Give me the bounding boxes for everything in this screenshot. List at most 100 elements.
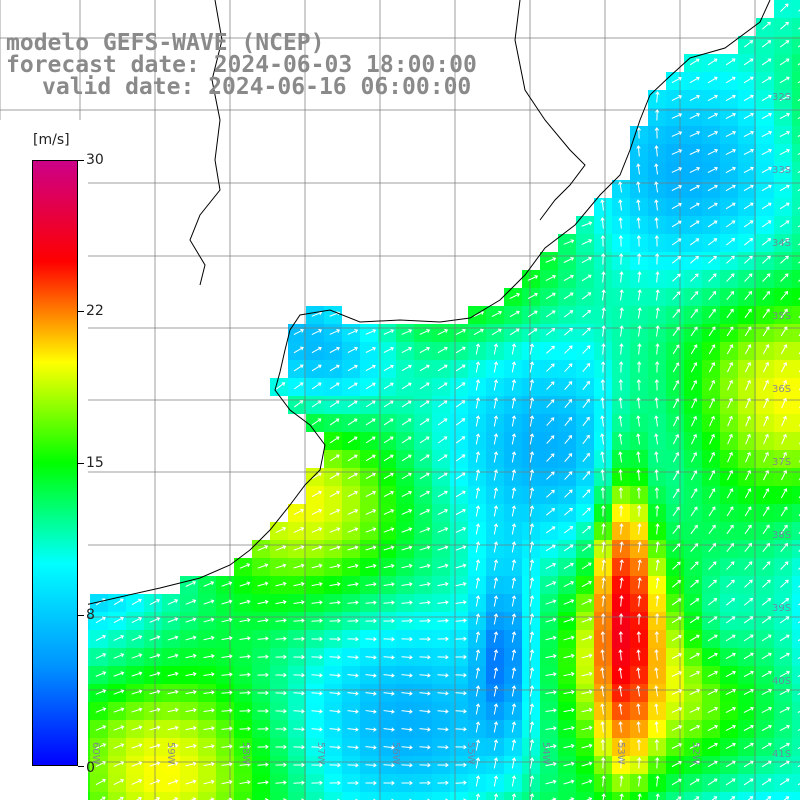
- wind-speed-cell: [576, 792, 594, 800]
- wind-arrow: [762, 255, 771, 264]
- wind-arrow: [167, 599, 179, 605]
- wind-speed-cell: [162, 792, 180, 800]
- wind-arrow: [329, 780, 341, 786]
- wind-arrow: [636, 739, 642, 751]
- wind-arrow: [618, 217, 623, 229]
- wind-arrow: [618, 613, 624, 625]
- wind-arrow: [564, 399, 573, 408]
- wind-arrow: [347, 655, 359, 660]
- wind-arrow: [636, 235, 642, 247]
- wind-arrow: [113, 671, 125, 677]
- wind-arrow: [221, 599, 233, 605]
- wind-arrow: [221, 617, 233, 623]
- wind-arrow: [257, 672, 269, 678]
- wind-arrow: [347, 618, 359, 624]
- wind-arrow: [365, 472, 376, 480]
- wind-arrow: [763, 469, 770, 481]
- wind-arrow: [780, 255, 789, 264]
- wind-arrow: [529, 379, 535, 391]
- wind-arrow: [725, 688, 736, 696]
- wind-arrow: [293, 508, 304, 516]
- wind-arrow: [437, 508, 449, 515]
- wind-arrow: [689, 634, 700, 642]
- wind-arrow: [637, 793, 642, 800]
- wind-arrow: [455, 709, 467, 714]
- wind-arrow: [311, 418, 322, 426]
- latitude-label: 38S: [772, 530, 791, 541]
- wind-arrow: [257, 618, 269, 623]
- wind-arrow: [383, 490, 394, 498]
- wind-arrow: [779, 742, 790, 750]
- wind-arrow: [780, 542, 789, 553]
- wind-arrow: [329, 329, 341, 335]
- wind-arrow: [619, 775, 624, 787]
- wind-arrow: [419, 745, 431, 750]
- wind-arrow: [761, 706, 772, 714]
- wind-arrow: [329, 400, 340, 408]
- wind-arrow: [419, 655, 431, 660]
- colorbar-tick-mark: [78, 766, 84, 767]
- wind-arrow: [383, 364, 394, 372]
- wind-speed-cell: [180, 792, 198, 800]
- wind-arrow: [672, 273, 681, 282]
- wind-arrow: [455, 636, 467, 641]
- wind-arrow: [563, 708, 575, 713]
- wind-arrow: [509, 310, 520, 318]
- wind-arrow: [167, 761, 179, 767]
- wind-arrow: [637, 289, 642, 301]
- wind-arrow: [365, 691, 377, 696]
- wind-arrow: [455, 436, 466, 444]
- wind-arrow: [601, 775, 606, 787]
- wind-arrow: [761, 112, 772, 120]
- wind-arrow: [654, 109, 660, 121]
- wind-arrow: [708, 362, 716, 373]
- wind-arrow: [311, 527, 323, 533]
- wind-arrow: [655, 505, 660, 517]
- wind-arrow: [550, 797, 557, 800]
- wind-arrow: [149, 671, 161, 677]
- wind-arrow: [511, 361, 517, 373]
- wind-speed-cell: [792, 648, 800, 666]
- wind-arrow: [797, 692, 800, 695]
- wind-arrow: [401, 780, 413, 786]
- wind-arrow: [761, 94, 772, 102]
- wind-arrow: [797, 728, 800, 732]
- wind-arrow: [582, 345, 591, 354]
- wind-arrow: [275, 708, 287, 714]
- wind-arrow: [725, 634, 736, 642]
- wind-arrow: [311, 780, 323, 786]
- wind-speed-cell: [126, 792, 144, 800]
- wind-arrow: [743, 148, 754, 156]
- wind-speed-cell: [792, 522, 800, 540]
- wind-arrow: [383, 709, 395, 714]
- wind-arrow: [545, 708, 557, 713]
- wind-arrow: [419, 582, 431, 587]
- latitude-label: 39S: [772, 603, 791, 614]
- wind-arrow: [725, 616, 736, 624]
- wind-arrow: [257, 762, 269, 767]
- wind-arrow: [275, 726, 287, 732]
- wind-arrow: [581, 725, 593, 731]
- wind-arrow: [475, 343, 481, 355]
- wind-arrow: [419, 328, 431, 335]
- wind-arrow: [726, 524, 734, 535]
- wind-arrow: [743, 130, 754, 138]
- wind-arrow: [511, 757, 517, 769]
- wind-arrow: [763, 451, 769, 463]
- wind-arrow: [761, 148, 772, 156]
- wind-arrow: [455, 691, 467, 696]
- wind-arrow: [529, 703, 535, 715]
- wind-arrow: [707, 616, 718, 624]
- wind-arrow: [781, 415, 787, 427]
- wind-arrow: [600, 613, 606, 625]
- wind-arrow: [743, 778, 754, 786]
- wind-arrow: [675, 796, 682, 800]
- wind-speed-cell: [270, 792, 288, 800]
- wind-arrow: [600, 685, 605, 697]
- wind-arrow: [581, 671, 593, 677]
- wind-arrow: [619, 325, 624, 337]
- wind-arrow: [511, 451, 517, 463]
- wind-arrow: [689, 94, 700, 102]
- wind-arrow: [725, 184, 736, 192]
